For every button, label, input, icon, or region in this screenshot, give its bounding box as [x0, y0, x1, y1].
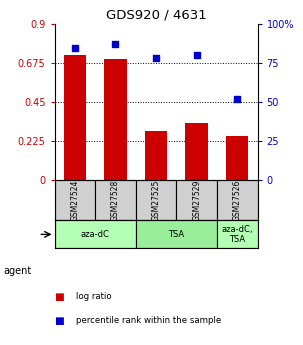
Text: GSM27526: GSM27526 — [233, 179, 242, 221]
Bar — [176, 180, 217, 220]
Bar — [55, 220, 136, 248]
Title: GDS920 / 4631: GDS920 / 4631 — [106, 9, 206, 22]
Text: aza-dC,
TSA: aza-dC, TSA — [221, 225, 253, 244]
Bar — [95, 180, 136, 220]
Bar — [226, 136, 248, 180]
Text: TSA: TSA — [168, 230, 185, 239]
Text: percentile rank within the sample: percentile rank within the sample — [76, 316, 221, 325]
Text: ■: ■ — [55, 292, 64, 302]
Text: aza-dC: aza-dC — [81, 230, 110, 239]
Point — [72, 45, 77, 50]
Text: GSM27528: GSM27528 — [111, 179, 120, 221]
Bar — [145, 130, 167, 180]
Point — [194, 52, 199, 58]
Text: GSM27529: GSM27529 — [192, 179, 201, 221]
Point — [235, 96, 240, 102]
Bar — [64, 55, 86, 180]
Text: GSM27524: GSM27524 — [70, 179, 79, 221]
Point — [113, 42, 118, 47]
Bar — [136, 180, 176, 220]
Bar — [136, 220, 217, 248]
Text: agent: agent — [3, 266, 31, 276]
Text: ■: ■ — [55, 316, 64, 326]
Bar — [217, 220, 258, 248]
Bar — [217, 180, 258, 220]
Bar — [185, 123, 208, 180]
Bar — [104, 59, 127, 180]
Text: GSM27525: GSM27525 — [152, 179, 161, 221]
Text: log ratio: log ratio — [76, 292, 112, 301]
Point — [154, 56, 158, 61]
Bar — [55, 180, 95, 220]
